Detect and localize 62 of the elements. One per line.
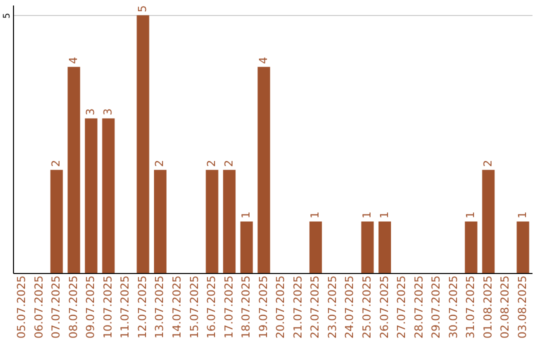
- data-label: 1: [360, 211, 374, 218]
- bar: [68, 66, 80, 273]
- data-label: 1: [240, 211, 253, 218]
- x-tick-label: 19.07.2025: [256, 276, 270, 338]
- bar: [223, 170, 236, 273]
- data-label: 1: [378, 211, 391, 218]
- x-tick-label: 16.07.2025: [205, 276, 218, 338]
- x-tick-label: 29.07.2025: [430, 276, 443, 338]
- data-label: 2: [222, 160, 236, 167]
- x-tick-label: 31.07.2025: [464, 276, 478, 338]
- data-label: 1: [516, 211, 529, 218]
- data-label: 2: [481, 160, 494, 167]
- x-tick-label: 26.07.2025: [378, 276, 391, 338]
- data-label: 1: [308, 211, 322, 218]
- data-label: 2: [50, 160, 63, 167]
- bar: [258, 66, 270, 273]
- x-tick-label: 14.07.2025: [170, 276, 184, 338]
- bar: [482, 170, 495, 273]
- data-label: 3: [101, 108, 114, 116]
- x-tick-label: 13.07.2025: [153, 276, 166, 338]
- x-tick-label: 17.07.2025: [222, 276, 236, 338]
- data-label: 5: [136, 5, 149, 12]
- data-label: 2: [153, 160, 166, 167]
- x-tick-label: 08.07.2025: [66, 276, 80, 338]
- x-tick-label: 23.07.2025: [326, 276, 339, 338]
- x-tick-label: 06.07.2025: [32, 276, 46, 338]
- x-tick-label: 18.07.2025: [240, 276, 253, 338]
- bar: [240, 221, 253, 273]
- x-tick-label: 07.07.2025: [50, 276, 63, 338]
- data-label: 3: [84, 108, 98, 116]
- bar: [84, 118, 98, 273]
- x-tick-label: 12.07.2025: [136, 276, 149, 338]
- data-label: 2: [205, 160, 218, 167]
- x-tick-label: 15.07.2025: [188, 276, 201, 338]
- bar: [464, 221, 478, 273]
- data-label: 4: [66, 56, 80, 64]
- x-tick-label: 11.07.2025: [118, 276, 132, 338]
- bar: [516, 221, 530, 273]
- x-tick-label: 09.07.2025: [84, 276, 98, 338]
- x-tick-label: 25.07.2025: [360, 276, 374, 338]
- x-tick-label: 03.08.2025: [516, 276, 529, 338]
- x-tick-label: 05.07.2025: [15, 276, 28, 338]
- x-tick-label: 10.07.2025: [101, 276, 114, 338]
- x-tick-label: 27.07.2025: [395, 276, 408, 338]
- x-tick-label: 28.07.2025: [412, 276, 426, 338]
- data-label: 4: [256, 56, 270, 64]
- x-tick-label: 02.08.2025: [498, 276, 512, 338]
- x-tick-label: 21.07.2025: [291, 276, 304, 338]
- bar: [50, 170, 63, 273]
- x-tick-label: 01.08.2025: [481, 276, 494, 338]
- bar: [378, 221, 391, 273]
- bar: [361, 221, 374, 273]
- x-tick-label: 20.07.2025: [274, 276, 288, 338]
- x-tick-label: 22.07.2025: [308, 276, 322, 338]
- bar: [136, 15, 150, 273]
- bar: [102, 118, 115, 273]
- bar: [206, 170, 218, 273]
- data-label: 1: [464, 211, 478, 218]
- x-tick-label: 30.07.2025: [446, 276, 460, 338]
- bar: [309, 221, 322, 273]
- x-tick-label: 24.07.2025: [343, 276, 356, 338]
- bar: [154, 170, 166, 273]
